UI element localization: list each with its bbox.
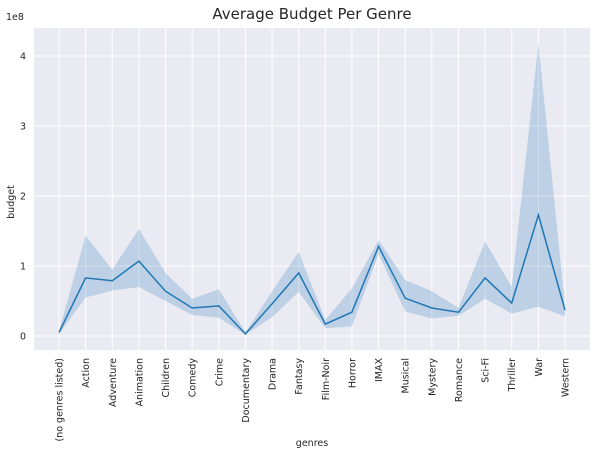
y-tick-label: 0 [20, 332, 26, 343]
x-tick-label: Sci-Fi [481, 358, 492, 383]
x-tick-label: Animation [134, 358, 145, 406]
y-tick-label: 3 [20, 122, 26, 133]
chart-title: Average Budget Per Genre [212, 5, 411, 23]
x-axis-label: genres [296, 438, 328, 449]
x-tick-label: Musical [401, 358, 412, 394]
plot-area [34, 28, 590, 350]
y-offset-text: 1e8 [6, 12, 24, 23]
x-tick-label: Comedy [188, 358, 199, 398]
series-line [58, 212, 566, 336]
y-tick-label: 1 [20, 262, 26, 273]
x-tick-label: Horror [347, 358, 358, 388]
x-tick-label: Action [81, 358, 92, 388]
x-tick-label: Drama [268, 358, 279, 390]
x-tick-label: Documentary [241, 358, 252, 423]
x-tick-label: War [534, 358, 545, 377]
x-tick-label: Children [161, 358, 172, 398]
x-tick-label: IMAX [374, 358, 385, 382]
confidence-band [59, 43, 565, 335]
x-tick-label: Mystery [427, 358, 438, 396]
y-tick-label: 2 [20, 192, 26, 203]
x-tick-label: Film-Noir [321, 358, 332, 400]
x-tick-label: Fantasy [294, 358, 305, 395]
y-axis-label: budget [6, 185, 17, 219]
x-tick-label: Adventure [108, 358, 119, 407]
x-tick-label: Thriller [507, 358, 518, 392]
x-tick-label: Romance [454, 358, 465, 402]
x-tick-label: (no genres listed) [55, 358, 66, 442]
y-tick-labels: 0 1 2 3 4 [20, 52, 26, 343]
y-tick-label: 4 [20, 52, 26, 63]
x-tick-label: Western [561, 358, 572, 397]
grid [34, 28, 590, 350]
x-tick-label: Crime [214, 358, 225, 386]
x-tick-labels: (no genres listed) Action Adventure Animati… [55, 358, 572, 442]
